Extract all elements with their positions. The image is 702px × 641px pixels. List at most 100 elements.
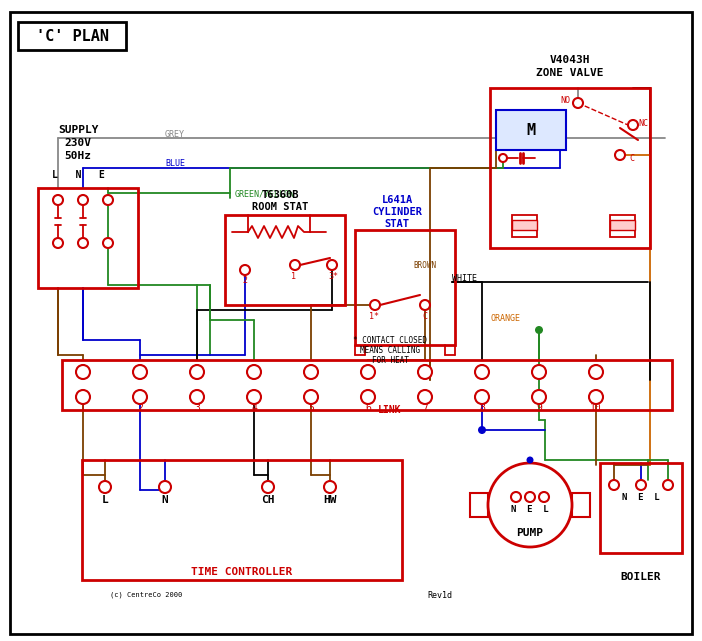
Text: GREEN/YELLOW: GREEN/YELLOW (235, 190, 295, 199)
Text: C: C (630, 153, 635, 163)
Circle shape (304, 365, 318, 379)
Text: WHITE: WHITE (452, 274, 477, 283)
Circle shape (103, 195, 113, 205)
Text: 'C' PLAN: 'C' PLAN (36, 28, 109, 44)
Circle shape (370, 300, 380, 310)
Circle shape (76, 390, 90, 404)
Circle shape (532, 390, 546, 404)
Circle shape (475, 390, 489, 404)
Text: CH: CH (261, 495, 274, 505)
Circle shape (53, 238, 63, 248)
Text: 2: 2 (242, 276, 248, 285)
Bar (62, 360, 672, 410)
Circle shape (589, 390, 603, 404)
Circle shape (418, 390, 432, 404)
Text: BLUE: BLUE (165, 158, 185, 167)
Bar (355, 230, 455, 345)
Circle shape (78, 238, 88, 248)
Text: 8: 8 (479, 403, 485, 413)
Circle shape (663, 480, 673, 490)
Circle shape (324, 481, 336, 493)
Circle shape (361, 390, 375, 404)
Circle shape (361, 365, 375, 379)
Circle shape (475, 365, 489, 379)
Text: C: C (423, 312, 428, 320)
Bar (496, 110, 566, 150)
Circle shape (103, 238, 113, 248)
Text: * CONTACT CLOSED: * CONTACT CLOSED (353, 335, 427, 344)
Text: 6: 6 (365, 403, 371, 413)
Circle shape (628, 120, 638, 130)
Circle shape (418, 365, 432, 379)
Text: TIME CONTROLLER: TIME CONTROLLER (192, 567, 293, 577)
Bar (610, 215, 635, 237)
Text: 10: 10 (590, 403, 602, 413)
Text: SUPPLY: SUPPLY (58, 125, 98, 135)
Text: HW: HW (323, 495, 337, 505)
Text: BOILER: BOILER (621, 572, 661, 582)
Circle shape (290, 260, 300, 270)
Text: 3: 3 (194, 403, 200, 413)
Circle shape (526, 456, 534, 463)
Bar (512, 215, 537, 237)
Text: MEANS CALLING: MEANS CALLING (360, 345, 420, 354)
Text: N  E  L: N E L (511, 506, 549, 515)
Text: CYLINDER: CYLINDER (372, 207, 422, 217)
Circle shape (133, 390, 147, 404)
Text: 7: 7 (422, 403, 428, 413)
Bar (82, 460, 402, 580)
Text: ZONE VALVE: ZONE VALVE (536, 68, 604, 78)
Text: 3*: 3* (328, 272, 338, 281)
Text: LINK: LINK (378, 405, 402, 415)
Text: ORANGE: ORANGE (490, 313, 520, 322)
Circle shape (420, 300, 430, 310)
Circle shape (76, 365, 90, 379)
Bar (600, 463, 682, 553)
Text: Rev1d: Rev1d (428, 590, 453, 599)
Text: STAT: STAT (385, 219, 409, 229)
Text: FOR HEAT: FOR HEAT (371, 356, 409, 365)
Text: BROWN: BROWN (413, 260, 437, 269)
Text: ROOM STAT: ROOM STAT (252, 202, 308, 212)
Text: 1: 1 (80, 403, 86, 413)
Bar (18, 22, 126, 50)
Circle shape (525, 492, 535, 502)
Bar (225, 215, 345, 305)
Text: 230V: 230V (65, 138, 91, 148)
Circle shape (99, 481, 111, 493)
Text: GREY: GREY (165, 129, 185, 138)
Bar (572, 493, 590, 517)
Circle shape (53, 195, 63, 205)
Text: N  E  L: N E L (622, 494, 660, 503)
Text: L   N   E: L N E (51, 170, 105, 180)
Circle shape (488, 463, 572, 547)
Circle shape (327, 260, 337, 270)
Text: M: M (526, 122, 536, 138)
Circle shape (573, 98, 583, 108)
Circle shape (532, 365, 546, 379)
Circle shape (609, 480, 619, 490)
Text: NC: NC (638, 119, 648, 128)
Bar (490, 88, 650, 248)
Circle shape (133, 365, 147, 379)
Circle shape (159, 481, 171, 493)
Circle shape (511, 492, 521, 502)
Text: 4: 4 (251, 403, 257, 413)
Text: 1*: 1* (369, 312, 379, 320)
Circle shape (262, 481, 274, 493)
Text: PUMP: PUMP (517, 528, 543, 538)
Text: V4043H: V4043H (550, 55, 590, 65)
Circle shape (499, 154, 507, 162)
Circle shape (247, 365, 261, 379)
Text: 50Hz: 50Hz (65, 151, 91, 161)
Text: L641A: L641A (381, 195, 413, 205)
Bar (512, 220, 537, 230)
Text: T6360B: T6360B (261, 190, 299, 200)
Text: NO: NO (560, 96, 570, 104)
Circle shape (535, 326, 543, 334)
Text: (c) CentreCo 2000: (c) CentreCo 2000 (110, 592, 183, 598)
Circle shape (78, 195, 88, 205)
Text: 1: 1 (291, 272, 296, 281)
Text: 9: 9 (536, 403, 542, 413)
Bar (610, 220, 635, 230)
